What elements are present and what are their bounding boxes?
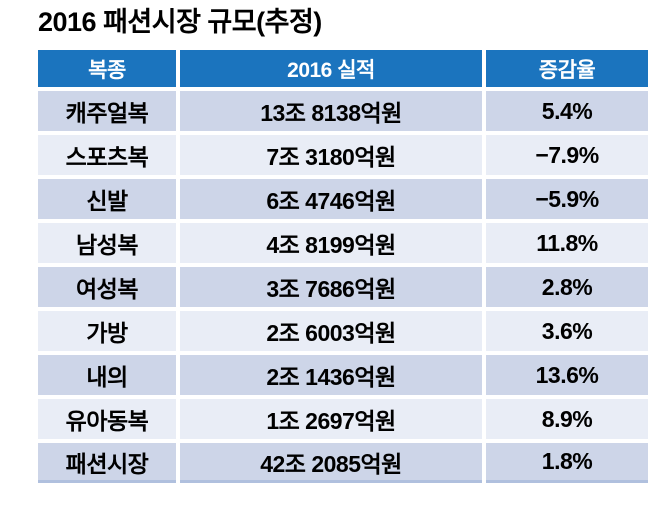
cell-category: 캐주얼복 bbox=[38, 91, 176, 131]
cell-change: 8.9% bbox=[486, 399, 648, 439]
cell-change: 13.6% bbox=[486, 355, 648, 395]
cell-change: 2.8% bbox=[486, 267, 648, 307]
page-title: 2016 패션시장 규모(추정) bbox=[38, 7, 322, 37]
fashion-market-table: 복종 2016 실적 증감율 캐주얼복 13조 8138억원 5.4% 스포츠복 7조 … bbox=[38, 50, 648, 483]
cell-category: 남성복 bbox=[38, 223, 176, 263]
cell-category: 내의 bbox=[38, 355, 176, 395]
cell-amount: 7조 3180억원 bbox=[180, 135, 482, 175]
cell-category: 유아동복 bbox=[38, 399, 176, 439]
cell-change: 5.4% bbox=[486, 91, 648, 131]
cell-category: 패션시장 bbox=[38, 443, 176, 483]
cell-amount: 3조 7686억원 bbox=[180, 267, 482, 307]
cell-category: 여성복 bbox=[38, 267, 176, 307]
column-header-amount: 2016 실적 bbox=[180, 50, 482, 87]
cell-change: 3.6% bbox=[486, 311, 648, 351]
cell-amount: 6조 4746억원 bbox=[180, 179, 482, 219]
cell-amount: 2조 6003억원 bbox=[180, 311, 482, 351]
cell-category: 신발 bbox=[38, 179, 176, 219]
column-header-change: 증감율 bbox=[486, 50, 648, 87]
cell-change: 1.8% bbox=[486, 443, 648, 483]
cell-change: −5.9% bbox=[486, 179, 648, 219]
cell-amount: 42조 2085억원 bbox=[180, 443, 482, 483]
cell-amount: 1조 2697억원 bbox=[180, 399, 482, 439]
cell-amount: 4조 8199억원 bbox=[180, 223, 482, 263]
column-header-category: 복종 bbox=[38, 50, 176, 87]
cell-change: −7.9% bbox=[486, 135, 648, 175]
cell-amount: 13조 8138억원 bbox=[180, 91, 482, 131]
cell-category: 가방 bbox=[38, 311, 176, 351]
cell-category: 스포츠복 bbox=[38, 135, 176, 175]
cell-change: 11.8% bbox=[486, 223, 648, 263]
cell-amount: 2조 1436억원 bbox=[180, 355, 482, 395]
